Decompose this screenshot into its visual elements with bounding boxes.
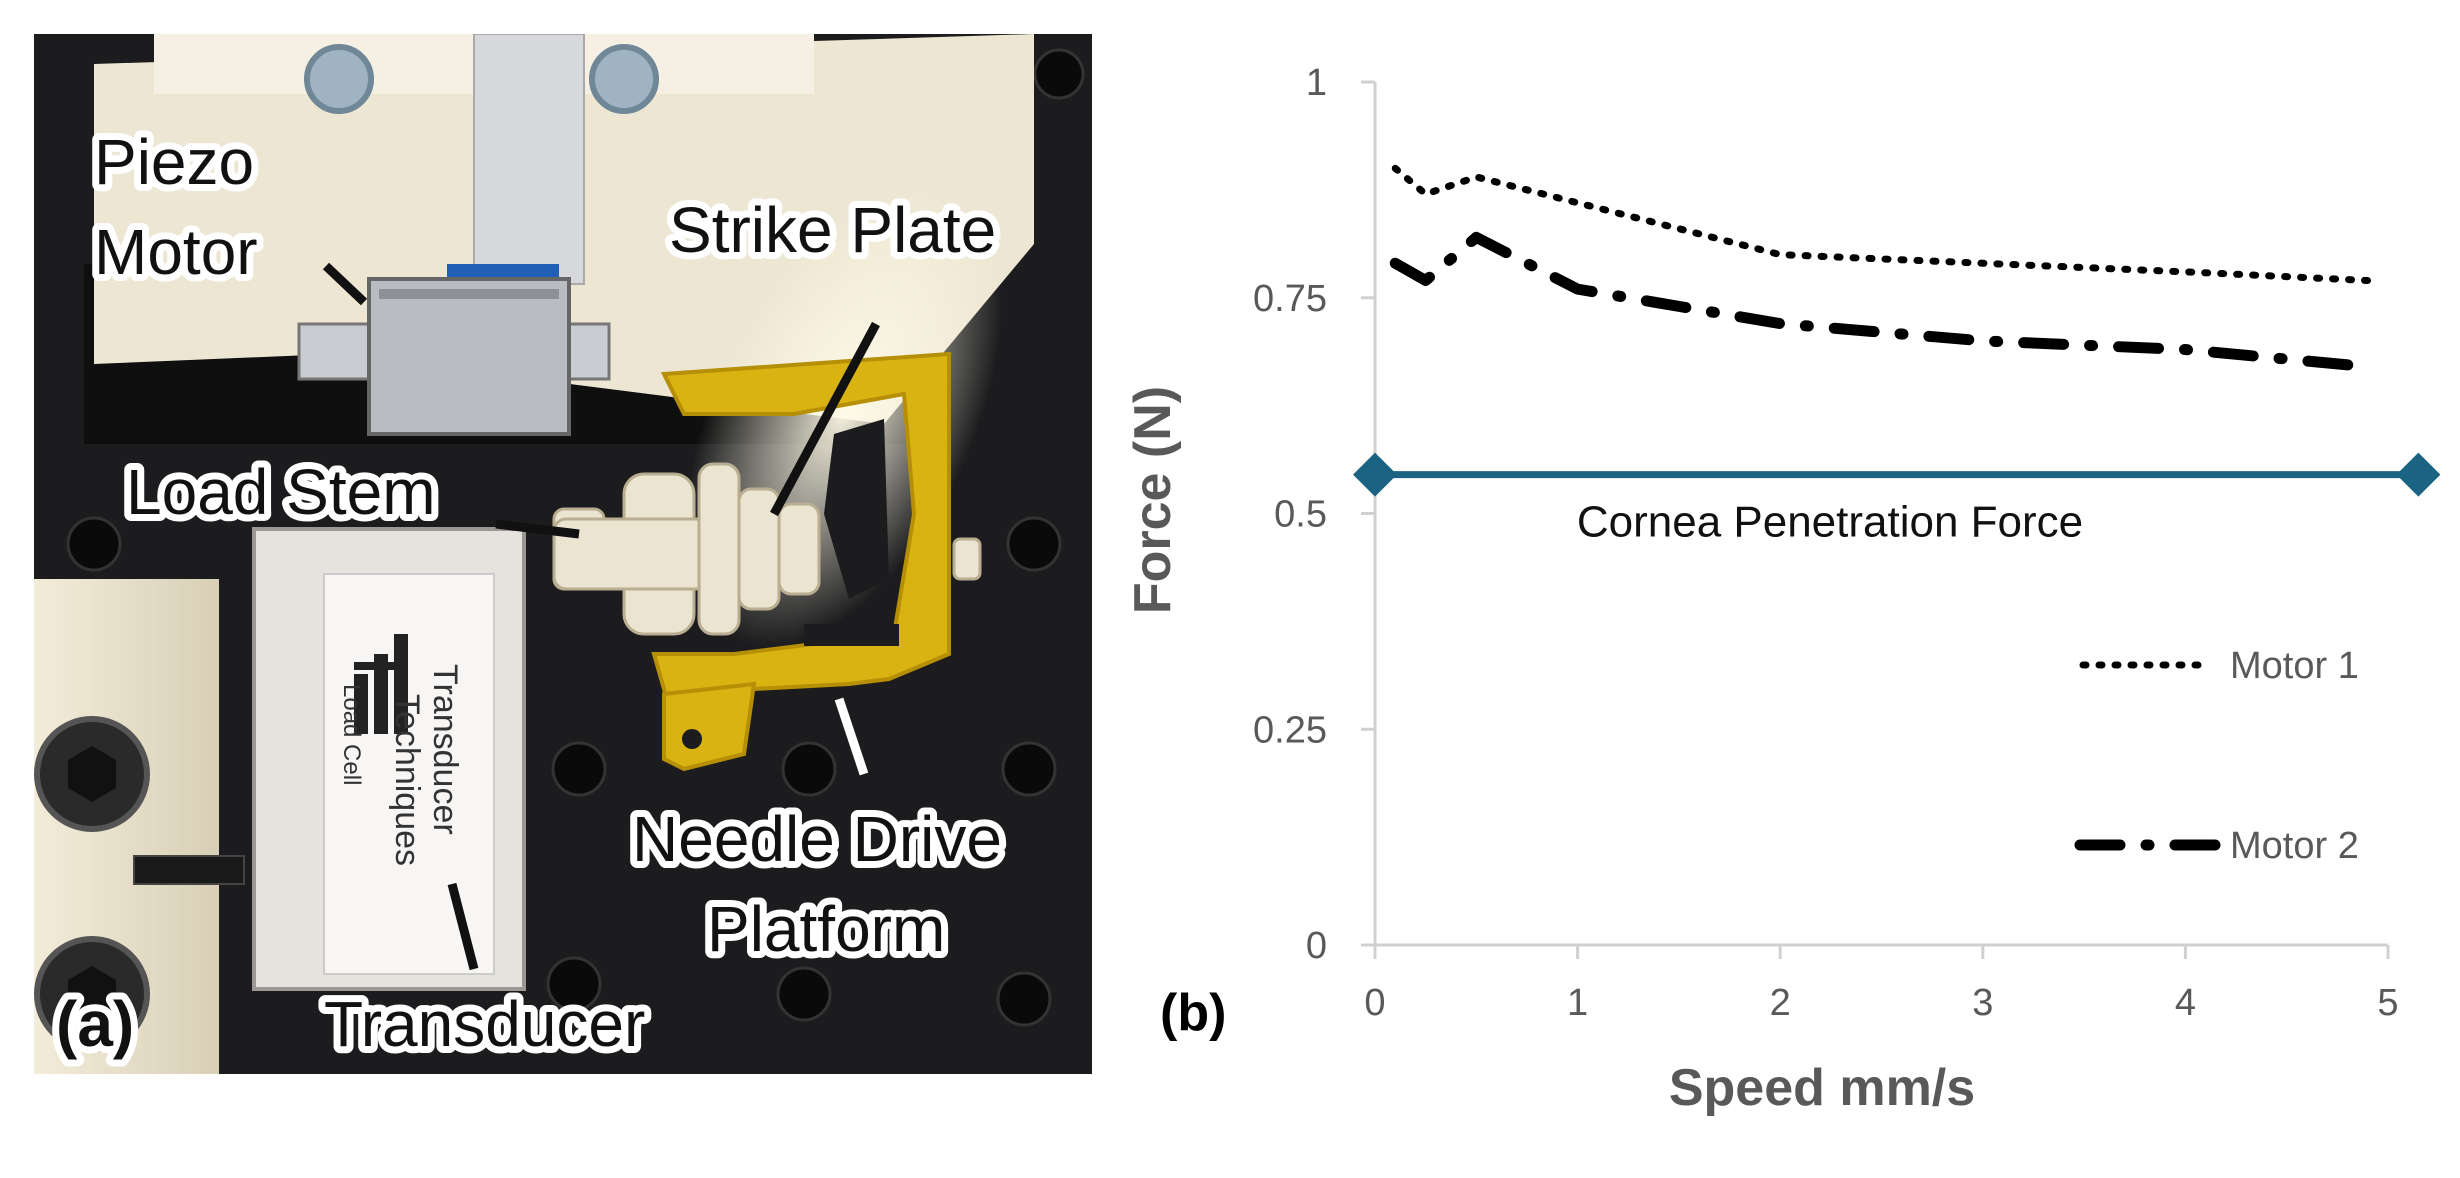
x-tick-label: 4	[2175, 982, 2196, 1024]
panel-label-b: (b)	[1160, 984, 1226, 1042]
panel-label-a: (a)	[56, 988, 134, 1060]
breadboard-holes	[66, 48, 1085, 1027]
transducer-logo-icon	[354, 634, 408, 734]
reference-marker-left-diamond-icon	[1353, 452, 1397, 497]
x-tick-label: 5	[2377, 982, 2398, 1024]
x-tick-label: 1	[1567, 982, 1588, 1024]
device-photo-drawing: Transducer Techniques Load Cell Piezo Mo…	[34, 34, 1085, 1074]
legend-label-1: Motor 1	[2230, 645, 2359, 687]
label-needle-drive-line1: Needle Drive	[632, 803, 1002, 875]
label-needle-drive-line2: Platform	[707, 893, 945, 965]
y-tick-label: 0.25	[1253, 709, 1327, 751]
x-tick-label: 0	[1364, 982, 1385, 1024]
x-axis-title: Speed mm/s	[1669, 1059, 1975, 1117]
series-line-motor-2	[1389, 231, 2374, 373]
series-lines	[1389, 164, 2374, 373]
x-tick-label: 3	[1972, 982, 1993, 1024]
bolt-icon	[304, 44, 374, 114]
device-photo: Transducer Techniques Load Cell Piezo Mo…	[34, 34, 1092, 1074]
force-speed-chart: 0 0.25 0.5 0.75 1 0 1 2 3 4 5 Cornea Penetration F…	[1124, 62, 2441, 1117]
chart-panel: 0 0.25 0.5 0.75 1 0 1 2 3 4 5 Cornea Penetration F…	[1095, 0, 2460, 1173]
transducer-model-text: Load Cell	[338, 684, 365, 785]
y-tick-label: 0.75	[1253, 278, 1327, 320]
label-pointer-lines	[322, 262, 880, 971]
transducer-brand-line2: Techniques	[388, 694, 426, 866]
y-tick-label: 0	[1306, 925, 1327, 967]
piezo-motor-body	[367, 277, 571, 436]
y-tick-label: 0.5	[1274, 494, 1327, 536]
label-strike-plate: Strike Plate	[669, 194, 996, 266]
ribbon-cable	[473, 34, 585, 285]
axes: 0 0.25 0.5 0.75 1 0 1 2 3 4 5	[1253, 62, 2399, 1024]
label-load-stem: Load Stem	[126, 456, 436, 528]
reference-line-label: Cornea Penetration Force	[1577, 498, 2083, 547]
label-piezo-line1: Piezo	[94, 126, 254, 198]
load-stem	[552, 462, 982, 636]
y-tick-label: 1	[1306, 62, 1327, 104]
series-line-motor-1	[1391, 164, 2372, 284]
set-screw	[133, 855, 245, 885]
legend: Motor 1 Motor 2	[2074, 645, 2359, 867]
motor-detail	[379, 289, 559, 299]
y-axis-title: Force (N)	[1124, 386, 1182, 614]
bolt-icon	[589, 44, 659, 114]
legend-label-2: Motor 2	[2230, 825, 2359, 867]
platform-cutouts	[804, 419, 899, 646]
label-piezo-line2: Motor	[94, 216, 258, 288]
transducer-label	[323, 573, 495, 975]
x-tick-label: 2	[1770, 982, 1791, 1024]
label-transducer: Transducer	[324, 988, 645, 1060]
hex-socket-icon	[68, 966, 116, 1022]
transducer-brand-line1: Transducer	[426, 664, 464, 835]
reference-line-group: Cornea Penetration Force	[1353, 452, 2441, 547]
hex-socket-icon	[68, 746, 116, 802]
platform-hole	[682, 729, 702, 749]
reference-marker-right-diamond-icon	[2396, 452, 2441, 497]
